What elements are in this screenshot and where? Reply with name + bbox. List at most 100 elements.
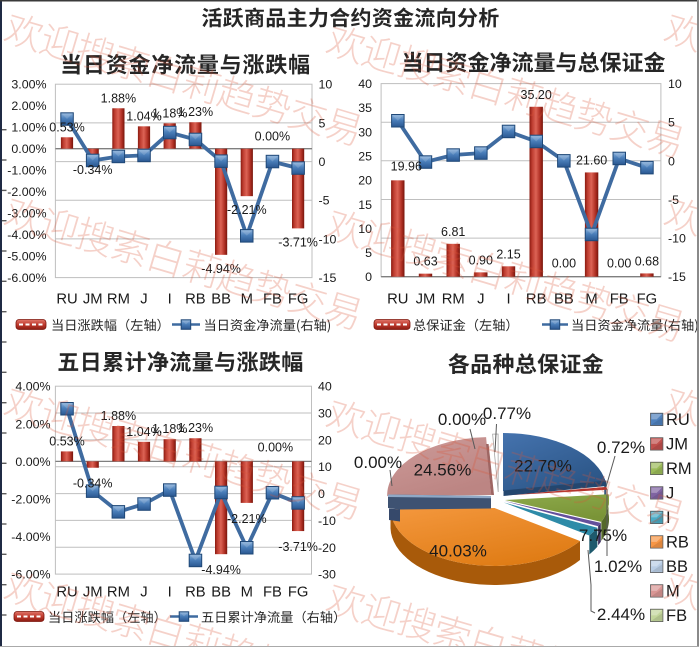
svg-text:-1.00%: -1.00% [7, 164, 46, 178]
svg-text:-15: -15 [668, 270, 686, 284]
svg-text:RB: RB [185, 292, 206, 308]
svg-text:I: I [168, 585, 172, 601]
svg-text:0.00%: 0.00% [354, 453, 402, 472]
svg-text:-5: -5 [319, 194, 330, 208]
svg-text:30: 30 [358, 125, 372, 139]
svg-text:22.70%: 22.70% [514, 457, 572, 476]
svg-text:BB: BB [666, 558, 688, 576]
svg-text:20: 20 [318, 433, 332, 447]
svg-text:-4.00%: -4.00% [7, 228, 46, 242]
svg-text:-4.00%: -4.00% [11, 530, 50, 544]
svg-text:35.20: 35.20 [521, 88, 552, 102]
svg-text:40.03%: 40.03% [429, 542, 487, 561]
svg-text:1.88%: 1.88% [101, 409, 136, 423]
svg-text:J: J [140, 292, 147, 308]
svg-text:20: 20 [358, 174, 372, 188]
svg-text:15: 15 [358, 198, 372, 212]
svg-text:2.00%: 2.00% [11, 99, 46, 113]
svg-text:2.44%: 2.44% [597, 605, 645, 624]
svg-text:0.90: 0.90 [469, 253, 493, 267]
svg-text:21.60: 21.60 [576, 153, 607, 167]
svg-text:0: 0 [365, 270, 372, 284]
svg-text:1.04%: 1.04% [126, 425, 161, 439]
svg-text:-6.00%: -6.00% [7, 271, 46, 285]
svg-text:1.23%: 1.23% [178, 421, 213, 435]
svg-text:J: J [666, 485, 674, 503]
svg-text:1.00%: 1.00% [11, 121, 46, 135]
svg-text:-10: -10 [668, 232, 686, 246]
svg-text:0.53%: 0.53% [49, 434, 84, 448]
svg-text:I: I [168, 292, 172, 308]
svg-text:25: 25 [358, 150, 372, 164]
svg-text:BB: BB [211, 585, 231, 601]
svg-text:JM: JM [416, 292, 436, 308]
svg-text:5: 5 [319, 116, 326, 130]
svg-text:24.56%: 24.56% [414, 461, 472, 480]
svg-text:1.23%: 1.23% [178, 105, 213, 119]
svg-text:M: M [241, 292, 253, 308]
svg-text:0.72%: 0.72% [597, 438, 645, 457]
svg-text:-3.71%: -3.71% [278, 540, 318, 554]
svg-text:-0.34%: -0.34% [73, 163, 113, 177]
svg-text:-30: -30 [318, 568, 336, 582]
svg-text:0.00%: 0.00% [258, 440, 293, 454]
svg-text:RU: RU [56, 585, 77, 601]
svg-text:0.00%: 0.00% [11, 142, 46, 156]
svg-text:0.00: 0.00 [552, 257, 576, 271]
svg-text:1.88%: 1.88% [101, 91, 136, 105]
svg-text:-15: -15 [319, 271, 337, 285]
svg-text:30: 30 [318, 407, 332, 421]
svg-text:10: 10 [358, 222, 372, 236]
svg-text:5: 5 [668, 116, 675, 130]
svg-text:2.15: 2.15 [496, 247, 520, 261]
svg-text:-4.94%: -4.94% [201, 563, 241, 577]
svg-text:1.18%: 1.18% [152, 422, 187, 436]
svg-text:4.00%: 4.00% [15, 380, 50, 394]
svg-text:0.68: 0.68 [635, 254, 659, 268]
svg-text:3.00%: 3.00% [11, 78, 46, 92]
svg-text:-2.00%: -2.00% [11, 492, 50, 506]
svg-text:35: 35 [358, 101, 372, 115]
svg-text:-2.00%: -2.00% [7, 185, 46, 199]
svg-text:FG: FG [288, 585, 309, 601]
svg-text:-10: -10 [319, 232, 337, 246]
svg-text:7.75%: 7.75% [579, 526, 627, 545]
svg-text:JM: JM [666, 436, 688, 454]
svg-text:M: M [585, 292, 597, 308]
svg-text:-20: -20 [318, 541, 336, 555]
svg-text:RB: RB [185, 585, 206, 601]
svg-text:0: 0 [319, 155, 326, 169]
svg-text:RB: RB [526, 292, 547, 308]
svg-text:I: I [666, 509, 671, 527]
svg-text:0.00%: 0.00% [438, 410, 486, 429]
svg-text:J: J [477, 292, 484, 308]
svg-text:JM: JM [83, 292, 103, 308]
svg-text:-2.21%: -2.21% [227, 512, 267, 526]
svg-text:10: 10 [319, 78, 333, 92]
svg-text:0.53%: 0.53% [49, 120, 84, 134]
svg-text:M: M [241, 585, 253, 601]
svg-text:0.00%: 0.00% [255, 130, 290, 144]
svg-text:RM: RM [107, 585, 130, 601]
svg-text:-3.71%: -3.71% [278, 235, 318, 249]
svg-text:10: 10 [318, 460, 332, 474]
svg-text:BB: BB [211, 292, 231, 308]
svg-text:RM: RM [666, 460, 692, 478]
svg-text:0.63: 0.63 [413, 255, 437, 269]
svg-text:0.77%: 0.77% [483, 404, 531, 423]
svg-text:40: 40 [318, 380, 332, 394]
svg-text:10: 10 [668, 77, 682, 91]
svg-text:19.96: 19.96 [391, 159, 422, 173]
svg-text:RU: RU [387, 292, 408, 308]
svg-text:40: 40 [358, 77, 372, 91]
svg-text:-6.00%: -6.00% [11, 568, 50, 582]
svg-text:RB: RB [666, 534, 689, 552]
svg-text:-0.34%: -0.34% [73, 477, 113, 491]
svg-text:0: 0 [668, 154, 675, 168]
svg-text:FB: FB [263, 585, 282, 601]
svg-text:1.02%: 1.02% [594, 557, 642, 576]
svg-text:-3.00%: -3.00% [7, 207, 46, 221]
svg-text:RM: RM [442, 292, 465, 308]
svg-text:-2.21%: -2.21% [227, 203, 267, 217]
svg-text:2.00%: 2.00% [15, 417, 50, 431]
